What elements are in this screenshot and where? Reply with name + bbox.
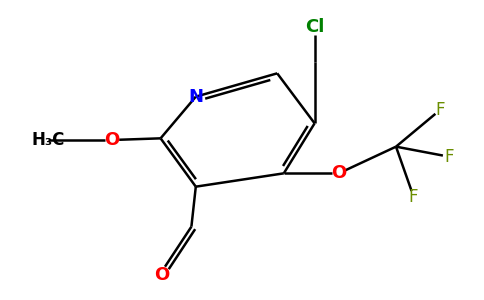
Text: H₃C: H₃C [32, 131, 65, 149]
Text: F: F [444, 148, 454, 166]
Text: O: O [331, 164, 347, 182]
Text: O: O [105, 131, 120, 149]
Text: N: N [188, 88, 203, 106]
Text: Cl: Cl [305, 18, 324, 36]
Text: O: O [154, 266, 169, 284]
Text: F: F [409, 188, 418, 206]
Text: F: F [435, 101, 445, 119]
